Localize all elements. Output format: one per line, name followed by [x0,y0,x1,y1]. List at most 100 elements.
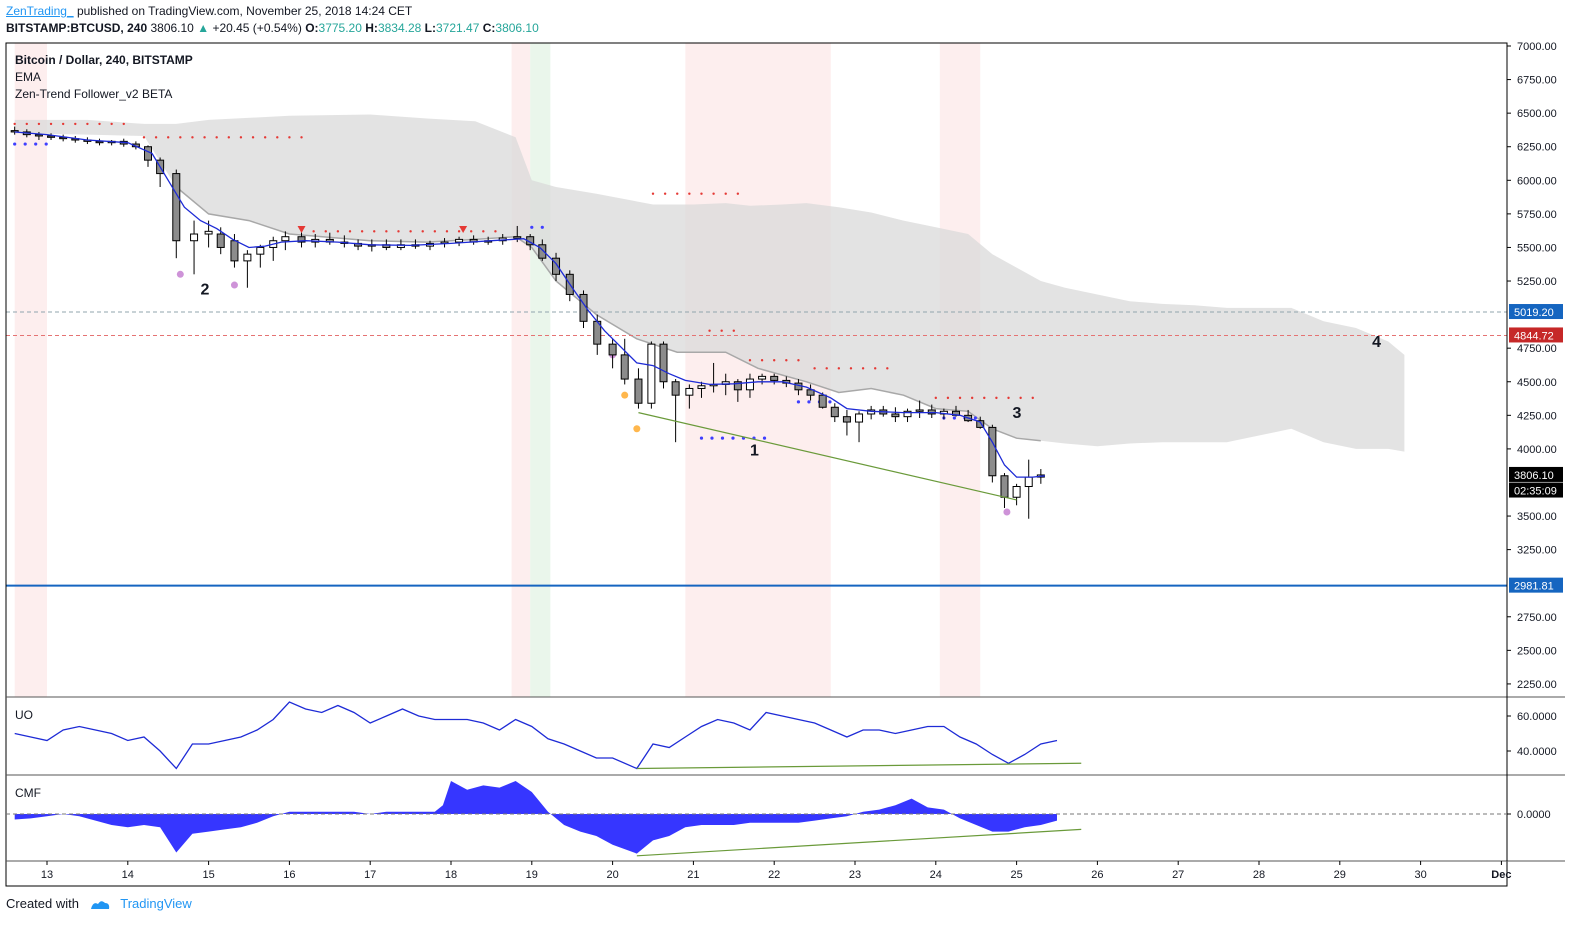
annotation-label: 3 [1013,405,1022,422]
x-tick-label: 24 [930,869,942,881]
blue-stop-dot [23,142,27,146]
uo-pane-label[interactable]: UO [15,708,33,722]
pivot-dot [176,270,184,278]
candle-body[interactable] [172,173,181,242]
legend-ema[interactable]: EMA [15,70,42,84]
tradingview-link[interactable]: TradingView [120,896,192,911]
candle-body[interactable] [647,343,656,404]
y-tick-label: 3250.00 [1517,545,1557,557]
price-tag[interactable] [1509,482,1563,498]
x-tick-label: 20 [606,869,618,881]
candle-body[interactable] [1000,475,1009,498]
candle-body[interactable] [634,378,643,404]
y-tick-label: 4500.00 [1517,377,1557,389]
candle-body[interactable] [256,246,265,255]
blue-stop-dot [44,142,48,146]
publish-header: ZenTrading_ published on TradingView.com… [6,4,412,18]
candle-body[interactable] [552,257,561,275]
red-stop-dot [651,192,655,195]
candle-body[interactable] [190,233,199,242]
red-stop-dot [934,396,937,400]
y-tick-label: 4250.00 [1517,410,1557,422]
candle-body[interactable] [1012,486,1021,498]
red-stop-dot [98,122,101,126]
candle-body[interactable] [144,146,152,161]
ema-line[interactable] [14,131,1045,478]
red-stop-dot [1019,396,1022,400]
candle-body[interactable] [659,343,668,383]
candle-body[interactable] [818,394,827,408]
x-tick-label: 28 [1253,869,1265,881]
red-stop-dot [676,192,679,195]
red-stop-dot [482,230,485,233]
candle-body[interactable] [697,385,706,389]
legend-indicator[interactable]: Zen-Trend Follower_v2 BETA [15,87,173,101]
candle-body[interactable] [976,420,985,428]
y-tick-label: 7000.00 [1517,41,1557,53]
blue-stop-dot [762,436,767,440]
candle-body[interactable] [620,354,629,380]
x-tick-label: 13 [41,869,53,881]
red-stop-dot [797,359,800,362]
red-stop-dot [958,396,962,400]
divergence-trend-line[interactable] [638,412,1017,501]
red-stop-dot [336,230,340,233]
symbol-label: BITSTAMP:BTCUSD, 240 [6,21,148,35]
candle-body[interactable] [842,416,851,423]
sell-signal-icon [459,226,468,234]
red-stop-dot [409,230,412,233]
candle-body[interactable] [733,381,742,391]
annotation-label: 1 [750,443,759,460]
price-tag[interactable] [1509,304,1563,320]
candle-body[interactable] [243,253,252,262]
candle-body[interactable] [903,410,912,418]
candle-body[interactable] [538,244,547,259]
author-link[interactable]: ZenTrading_ [6,4,74,18]
candle-body[interactable] [1024,476,1033,488]
candle-body[interactable] [230,240,239,262]
candle-body[interactable] [770,375,779,381]
price-tag[interactable] [1509,327,1563,343]
candle-body[interactable] [891,413,900,418]
candle-body[interactable] [10,130,19,133]
uo-trend-line[interactable] [636,762,1082,770]
candle-body[interactable] [216,233,225,248]
candle-body[interactable] [204,230,213,235]
red-stop-dot [288,136,291,139]
candle-body[interactable] [758,375,767,380]
red-stop-dot [142,136,146,139]
legend-title[interactable]: Bitcoin / Dollar, 240, BITSTAMP [15,53,193,67]
candle-body[interactable] [915,409,924,412]
blue-stop-dot [530,225,534,229]
red-stop-dot [74,122,77,126]
candle-body[interactable] [513,236,522,239]
candle-body[interactable] [806,389,815,396]
candle-body[interactable] [671,381,680,396]
uo-line[interactable] [14,701,1058,770]
cmf-area[interactable] [14,781,1058,854]
candle-body[interactable] [745,378,754,391]
red-stop-dot [494,230,497,233]
candle-body[interactable] [281,236,290,242]
candle-body[interactable] [830,406,839,418]
blue-stop-dot [731,436,735,440]
price-tag[interactable] [1509,577,1563,593]
candle-body[interactable] [855,413,864,423]
candle-body[interactable] [297,236,306,243]
candle-body[interactable] [34,134,43,137]
cmf-trend-line[interactable] [636,828,1082,857]
candle-body[interactable] [47,135,56,138]
price-tag[interactable] [1509,466,1563,482]
red-stop-dot [227,136,230,139]
candle-body[interactable] [988,426,997,477]
red-stop-dot [724,192,727,195]
blue-stop-dot [796,400,801,404]
candle-body[interactable] [685,387,694,396]
cmf-pane-label[interactable]: CMF [15,786,41,800]
candle-body[interactable] [455,238,464,243]
pivot-dot [1003,508,1011,516]
shaded-zone-2 [530,43,551,697]
y-tick-label: 3500.00 [1517,511,1557,523]
candle-body[interactable] [608,343,617,356]
